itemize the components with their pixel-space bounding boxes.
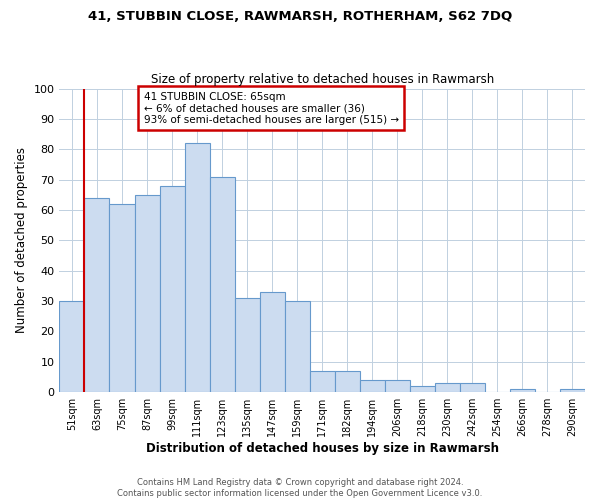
Bar <box>160 186 185 392</box>
Bar <box>134 195 160 392</box>
Text: 41, STUBBIN CLOSE, RAWMARSH, ROTHERHAM, S62 7DQ: 41, STUBBIN CLOSE, RAWMARSH, ROTHERHAM, … <box>88 10 512 23</box>
Bar <box>235 298 260 392</box>
Bar <box>185 143 209 392</box>
Bar <box>360 380 385 392</box>
Text: Contains HM Land Registry data © Crown copyright and database right 2024.
Contai: Contains HM Land Registry data © Crown c… <box>118 478 482 498</box>
Bar <box>385 380 410 392</box>
Bar <box>335 371 360 392</box>
Bar <box>85 198 109 392</box>
Bar <box>284 301 310 392</box>
Bar <box>510 389 535 392</box>
Bar <box>560 389 585 392</box>
Bar <box>460 383 485 392</box>
Bar <box>209 176 235 392</box>
Bar <box>310 371 335 392</box>
X-axis label: Distribution of detached houses by size in Rawmarsh: Distribution of detached houses by size … <box>146 442 499 455</box>
Title: Size of property relative to detached houses in Rawmarsh: Size of property relative to detached ho… <box>151 73 494 86</box>
Bar <box>410 386 435 392</box>
Y-axis label: Number of detached properties: Number of detached properties <box>15 148 28 334</box>
Bar <box>59 301 85 392</box>
Text: 41 STUBBIN CLOSE: 65sqm
← 6% of detached houses are smaller (36)
93% of semi-det: 41 STUBBIN CLOSE: 65sqm ← 6% of detached… <box>143 92 398 125</box>
Bar <box>435 383 460 392</box>
Bar <box>109 204 134 392</box>
Bar <box>260 292 284 392</box>
